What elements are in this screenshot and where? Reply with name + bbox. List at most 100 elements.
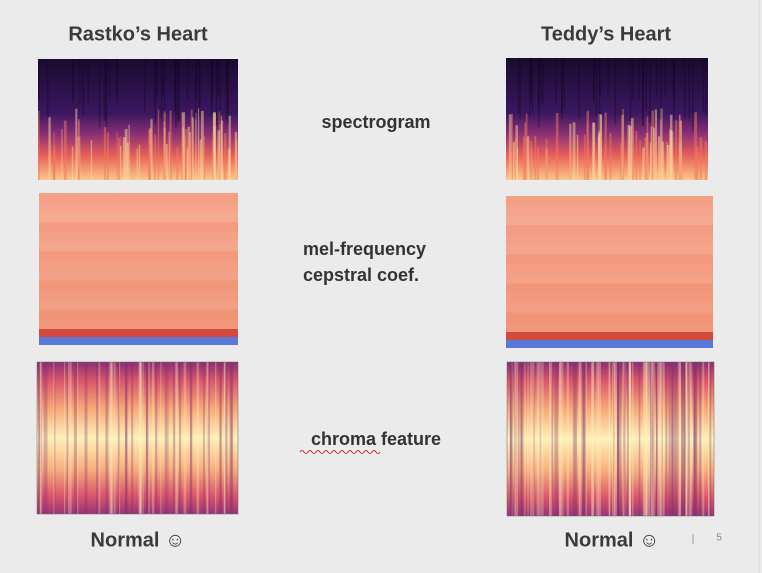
chroma-stripe [672,362,676,516]
spectrogram-streak [118,137,121,180]
caption: Normal ☺ [91,529,186,551]
chroma-stripe [176,362,179,514]
chroma-stripe [520,362,524,516]
spectrogram-dark [82,59,85,117]
mfcc-band [506,293,713,304]
chroma-stripe [628,362,632,516]
chroma-stripe [539,362,542,516]
spectrogram-dark [173,59,176,112]
spectrogram-streak [197,108,200,180]
chroma-stripe [687,362,690,516]
spectrogram-dark [554,58,557,104]
spectrogram-dark [519,58,521,118]
chroma-stripe [598,362,601,516]
spectrogram-streak [598,113,602,180]
spectrogram-dark [194,59,197,120]
spectrogram-dark [79,59,81,104]
chroma-stripe [583,362,587,516]
spectrogram-dark [154,59,157,104]
spectrogram-dark [702,58,705,113]
spectrogram-streak [628,125,632,180]
spectrogram-dark [219,59,221,125]
spectrogram-streak [675,120,678,180]
spectrogram-dark [642,58,644,127]
mfcc-band [39,299,238,311]
chroma-stripe [63,362,66,514]
spectrogram-dark [198,59,201,117]
spectrogram-streak [128,124,130,180]
spectrogram-streak [694,112,698,180]
mfcc-band [506,302,713,314]
chroma-stripe [67,362,70,514]
chroma-stripe [628,362,631,516]
spectrogram-streak [189,131,191,180]
chroma-stripe [189,362,192,514]
spectrogram-dark [660,58,662,120]
chroma-stripe [38,362,40,514]
chroma-stripe [643,362,645,516]
spectrogram-dark [578,58,580,119]
spectrogram-dark [645,58,647,111]
spectrogram-streak [586,122,589,180]
spectrogram-dark [530,58,532,98]
chroma-stripe [702,362,704,516]
spectrogram-streak [511,113,513,180]
chroma-stripe [687,362,691,516]
chroma-stripe [682,362,684,516]
chroma-stripe [675,362,679,516]
spectrogram-dark [705,58,707,115]
spectrogram-streak [604,112,607,180]
spectrogram-streak [234,131,238,180]
mfcc-band [506,244,713,255]
spectrogram [506,58,708,180]
mfcc-band [506,234,713,246]
chroma-stripe [229,362,233,514]
spectrogram-dark [607,58,610,96]
spectrogram-streak [190,109,193,180]
chroma-stripe [612,362,616,516]
chroma-stripe [84,362,88,514]
spectrogram-dark [673,58,676,107]
spectrogram-streak [514,139,516,180]
chroma-stripe [581,362,584,516]
mfcc-band [39,202,238,213]
spectrogram-streak [545,139,548,180]
chroma-stripe [98,362,101,514]
spectrogram-streak [168,131,170,180]
images [36,58,715,517]
chroma-stripe [155,362,158,514]
chroma-stripe [677,362,680,516]
spectrogram [38,59,238,180]
chroma-stripe [230,362,234,514]
mfcc-band [506,322,713,333]
spectrogram-dark [593,58,595,100]
chroma-stripe [618,362,622,516]
spectrogram-dark [156,59,158,99]
mfcc-band [39,290,238,301]
spectrogram-streak [678,121,682,180]
chroma [506,361,715,517]
chroma-stripe [39,362,42,514]
chroma-stripe [689,362,692,516]
spectrogram-streak [576,134,579,180]
chroma-bg [37,362,238,514]
chroma-stripe [708,362,710,516]
chroma-stripe [616,362,619,516]
chroma-stripe [517,362,520,516]
spectrogram-streak [650,126,653,180]
spectrogram-bg [38,59,238,180]
spectrogram-dark [177,59,179,122]
spectrogram-dark [160,59,163,119]
chroma-stripe [685,362,688,516]
spectrogram-streak [154,134,156,180]
spectrogram-streak [200,110,204,180]
chroma-stripe [645,362,648,516]
spectrogram-streak [150,119,153,180]
spectrogram-streak [632,125,634,180]
spectrogram-bg [506,58,708,180]
chroma-stripe [631,362,634,516]
caption: Normal ☺ [565,529,660,551]
chroma-stripe [651,362,655,516]
spectrogram-dark [529,58,532,103]
mfcc [506,196,713,348]
